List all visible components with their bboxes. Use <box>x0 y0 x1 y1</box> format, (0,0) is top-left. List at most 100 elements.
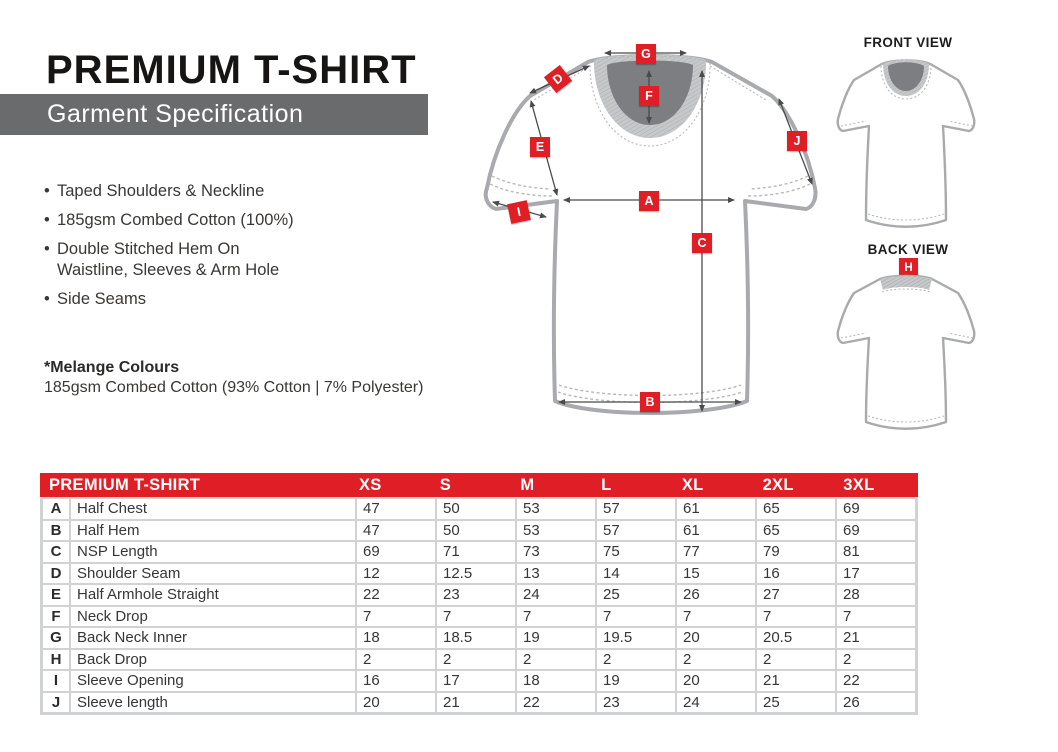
size-value-cell: 69 <box>837 499 915 519</box>
size-value-cell: 13 <box>517 563 595 583</box>
row-key-cell: I <box>43 671 69 691</box>
size-value-cell: 28 <box>837 585 915 605</box>
measure-badge-f: F <box>639 86 659 106</box>
size-column-header: S <box>439 475 452 494</box>
size-value-cell: 53 <box>517 520 595 540</box>
size-value-cell: 20 <box>357 692 435 712</box>
size-value-cell: 2 <box>517 649 595 669</box>
size-column-header: 2XL <box>762 475 794 494</box>
measure-badge-c: C <box>692 233 712 253</box>
size-value-cell: 53 <box>517 499 595 519</box>
feature-list: Taped Shoulders & Neckline 185gsm Combed … <box>44 181 344 318</box>
size-column-header: 3XL <box>843 475 875 494</box>
measure-badge-h: H <box>899 258 918 277</box>
row-name-cell: Back Neck Inner <box>71 628 355 648</box>
row-key-cell: G <box>43 628 69 648</box>
size-value-cell: 25 <box>757 692 835 712</box>
size-column-header: XS <box>359 475 382 494</box>
front-collar-stitch <box>880 59 932 100</box>
size-value-cell: 61 <box>677 520 755 540</box>
size-table: PREMIUM T-SHIRT XS S M L XL 2XL 3XL A Half Ches… <box>40 473 918 715</box>
measure-badge-g: G <box>636 44 656 64</box>
front-collar-inner <box>888 62 924 91</box>
size-value-cell: 17 <box>437 671 515 691</box>
size-value-cell: 69 <box>357 542 435 562</box>
size-value-cell: 22 <box>517 692 595 712</box>
row-name-cell: Shoulder Seam <box>71 563 355 583</box>
size-value-cell: 61 <box>677 499 755 519</box>
measure-badge-e: E <box>530 137 550 157</box>
size-column-header: XL <box>681 475 704 494</box>
back-view-shirt <box>836 274 976 430</box>
melange-note: *Melange Colours 185gsm Combed Cotton (9… <box>44 358 464 398</box>
row-name-cell: Sleeve length <box>71 692 355 712</box>
front-view-shirt <box>836 59 976 228</box>
row-key-cell: J <box>43 692 69 712</box>
size-value-cell: 27 <box>757 585 835 605</box>
back-collar-ribbing <box>880 276 932 290</box>
row-name-cell: Back Drop <box>71 649 355 669</box>
size-value-cell: 7 <box>437 606 515 626</box>
size-value-cell: 71 <box>437 542 515 562</box>
size-value-cell: 2 <box>837 649 915 669</box>
page-title: PREMIUM T-SHIRT <box>46 48 417 92</box>
subtitle-text: Garment Specification <box>47 100 304 128</box>
feature-item: 185gsm Combed Cotton (100%) <box>44 210 344 231</box>
size-value-cell: 2 <box>437 649 515 669</box>
row-name-cell: Sleeve Opening <box>71 671 355 691</box>
size-value-cell: 23 <box>437 585 515 605</box>
size-value-cell: 7 <box>757 606 835 626</box>
size-value-cell: 26 <box>837 692 915 712</box>
size-value-cell: 24 <box>677 692 755 712</box>
measure-badge-i: I <box>507 200 531 224</box>
size-table-title: PREMIUM T-SHIRT <box>49 475 201 494</box>
size-value-cell: 25 <box>597 585 675 605</box>
size-value-cell: 19 <box>597 671 675 691</box>
size-value-cell: 7 <box>597 606 675 626</box>
hem-stitch <box>557 384 743 404</box>
size-value-cell: 79 <box>757 542 835 562</box>
feature-item: Taped Shoulders & Neckline <box>44 181 344 202</box>
back-view-label: BACK VIEW <box>867 242 949 257</box>
size-value-cell: 57 <box>597 499 675 519</box>
size-value-cell: 73 <box>517 542 595 562</box>
back-sleeve-stitch <box>840 332 974 339</box>
size-value-cell: 18.5 <box>437 628 515 648</box>
row-key-cell: H <box>43 649 69 669</box>
back-hem-stitch <box>867 415 945 423</box>
row-name-cell: Half Armhole Straight <box>71 585 355 605</box>
melange-description: 185gsm Combed Cotton (93% Cotton | 7% Po… <box>44 379 424 396</box>
row-key-cell: B <box>43 520 69 540</box>
size-value-cell: 7 <box>357 606 435 626</box>
subtitle-banner: Garment Specification <box>0 94 428 135</box>
size-value-cell: 2 <box>357 649 435 669</box>
row-name-cell: NSP Length <box>71 542 355 562</box>
size-value-cell: 50 <box>437 499 515 519</box>
row-key-cell: C <box>43 542 69 562</box>
size-value-cell: 16 <box>757 563 835 583</box>
size-table-body: A Half Chest 47 50 53 57 61 65 69 B Half Hem 47 50 53… <box>40 497 918 715</box>
row-name-cell: Half Chest <box>71 499 355 519</box>
size-value-cell: 22 <box>837 671 915 691</box>
size-value-cell: 20 <box>677 628 755 648</box>
size-value-cell: 69 <box>837 520 915 540</box>
size-value-cell: 18 <box>357 628 435 648</box>
size-value-cell: 16 <box>357 671 435 691</box>
row-name-cell: Neck Drop <box>71 606 355 626</box>
size-value-cell: 18 <box>517 671 595 691</box>
front-sleeve-stitch <box>840 120 974 127</box>
feature-item: Side Seams <box>44 289 344 310</box>
size-table-header-row: PREMIUM T-SHIRT XS S M L XL 2XL 3XL <box>40 473 918 497</box>
row-name-cell: Half Hem <box>71 520 355 540</box>
size-value-cell: 20 <box>677 671 755 691</box>
feature-item: Double Stitched Hem On Waistline, Sleeve… <box>44 239 344 281</box>
size-column-header: M <box>520 475 535 494</box>
melange-title: *Melange Colours <box>44 359 180 376</box>
row-key-cell: E <box>43 585 69 605</box>
measure-badge-j: J <box>787 131 807 151</box>
size-value-cell: 26 <box>677 585 755 605</box>
size-value-cell: 12 <box>357 563 435 583</box>
size-value-cell: 57 <box>597 520 675 540</box>
row-key-cell: D <box>43 563 69 583</box>
size-value-cell: 24 <box>517 585 595 605</box>
